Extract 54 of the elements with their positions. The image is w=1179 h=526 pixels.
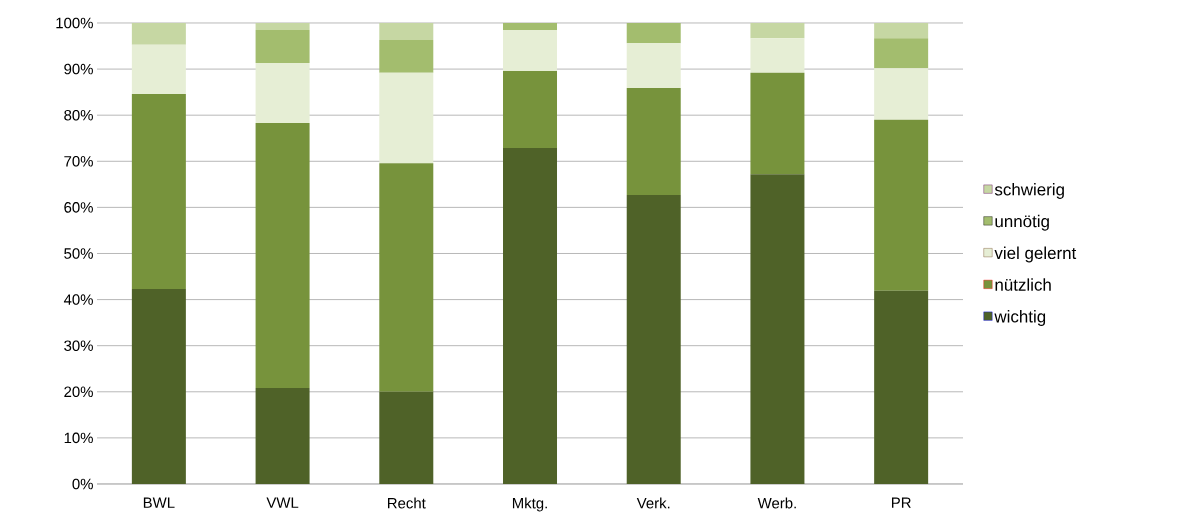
bar [255, 63, 310, 124]
x-tick-label: Recht [387, 497, 426, 509]
bar [131, 44, 186, 94]
x-tick-label: Verk. [636, 497, 670, 509]
bar [750, 38, 805, 73]
legend-label: unnötig [995, 214, 1049, 231]
y-tick-label: 40% [63, 294, 93, 305]
bar [255, 123, 310, 389]
legend-label: wichtig [994, 310, 1046, 326]
x-tick-label: VWL [266, 497, 299, 508]
y-tick-label: 10% [64, 432, 93, 444]
bar [131, 22, 186, 45]
y-tick-label: 0% [72, 478, 93, 490]
bar [626, 194, 681, 484]
bar [626, 43, 681, 88]
bar [874, 119, 929, 291]
y-tick-label: 60% [64, 202, 93, 213]
bar [255, 388, 310, 484]
bar [379, 40, 434, 73]
y-tick-label: 80% [64, 109, 93, 121]
bar [255, 22, 310, 30]
bar [750, 22, 805, 39]
bar [503, 22, 558, 30]
bar [131, 288, 186, 484]
bar [131, 93, 186, 289]
bar [626, 87, 681, 195]
bar [874, 22, 929, 39]
y-tick-label: 70% [64, 155, 93, 167]
y-tick-label: 100% [56, 17, 93, 29]
bar [379, 22, 434, 41]
bar [379, 72, 434, 164]
bar [874, 290, 929, 484]
bar [503, 70, 558, 148]
y-tick-label: 20% [64, 386, 93, 398]
x-tick-label: Mktg. [512, 497, 547, 512]
bar [626, 22, 681, 44]
bar [750, 174, 805, 484]
bar [750, 72, 805, 175]
legend-label: viel gelernt [994, 246, 1077, 263]
x-tick-label: Werb. [757, 497, 796, 509]
bar [379, 163, 434, 392]
y-tick-label: 50% [64, 248, 93, 259]
bar [255, 29, 310, 64]
bar [874, 38, 929, 69]
bar [379, 391, 434, 484]
x-tick-label: BWL [143, 497, 175, 508]
bar [503, 29, 558, 71]
y-tick-label: 90% [64, 63, 93, 75]
y-tick-label: 30% [64, 340, 93, 351]
x-tick-label: PR [891, 497, 911, 508]
bar [503, 147, 558, 484]
bar [874, 68, 929, 120]
legend-label: nützlich [995, 278, 1051, 291]
legend-label: schwierig [994, 183, 1064, 199]
